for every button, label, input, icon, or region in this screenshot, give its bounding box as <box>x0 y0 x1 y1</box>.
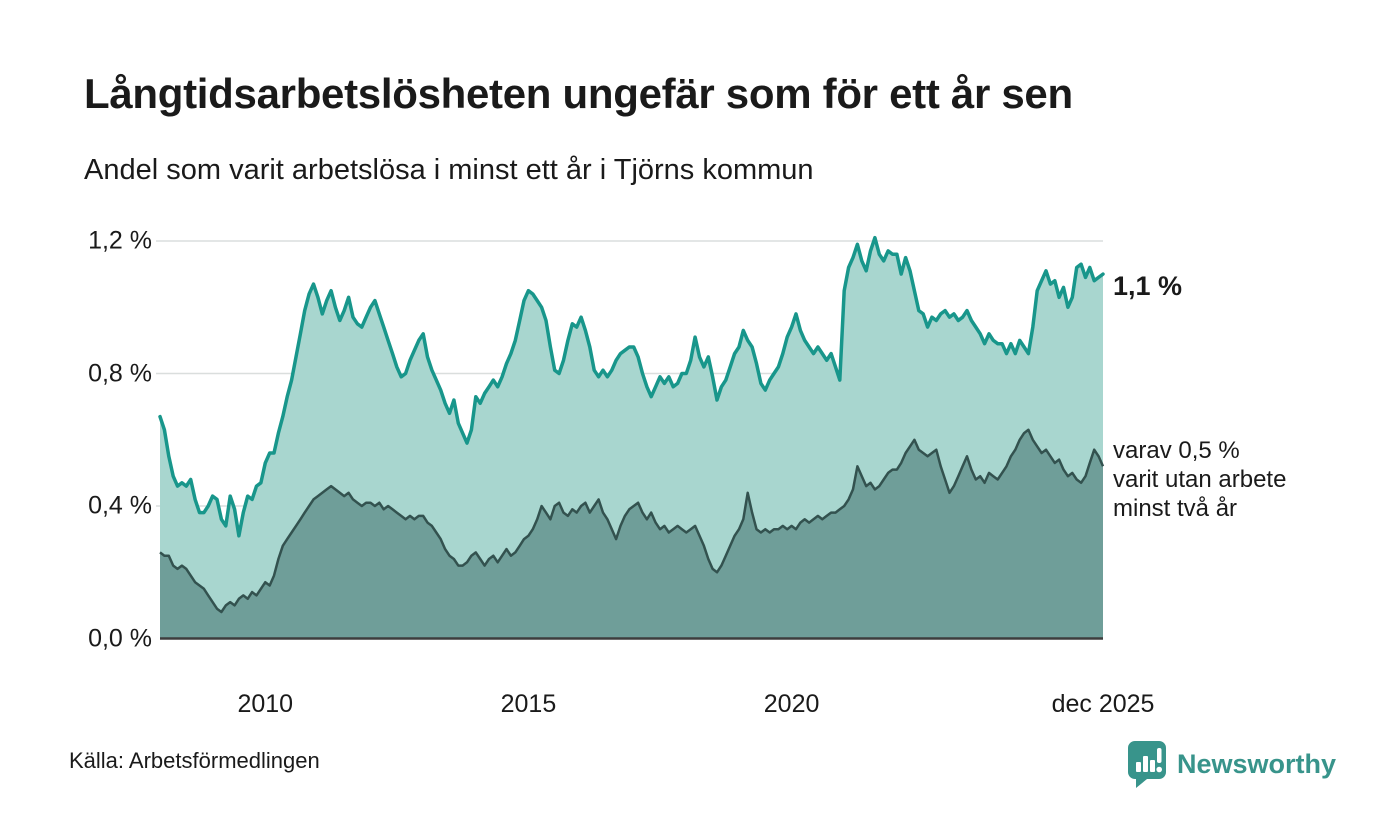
secondary-series-annotation: varav 0,5 % varit utan arbete minst två … <box>1113 437 1287 522</box>
y-tick-label: 0,8 % <box>88 359 152 387</box>
series-area-two-year <box>160 429 1103 639</box>
y-tick-label: 1,2 % <box>88 226 152 255</box>
chart-subtitle: Andel som varit arbetslösa i minst ett å… <box>84 154 814 186</box>
x-tick-label: dec 2025 <box>1051 690 1155 718</box>
latest-value-annotation: 1,1 % <box>1113 271 1183 301</box>
series-line-one-year <box>158 235 1105 538</box>
source-caption: Källa: Arbetsförmedlingen <box>69 748 320 773</box>
x-tick-label: 2010 <box>237 690 294 718</box>
brand-logo: Newsworthy <box>1127 740 1336 789</box>
y-tick-label: 0,0 % <box>88 624 152 652</box>
brand-wordmark: Newsworthy <box>1176 749 1336 779</box>
x-tick-label: 2020 <box>763 690 820 718</box>
y-tick-label: 0,4 % <box>88 491 152 520</box>
page-title: Långtidsarbetslösheten ungefär som för e… <box>84 70 1073 117</box>
series-line-two-year <box>159 428 1105 614</box>
x-tick-label: 2015 <box>500 690 557 718</box>
newsworthy-icon <box>1127 741 1166 788</box>
